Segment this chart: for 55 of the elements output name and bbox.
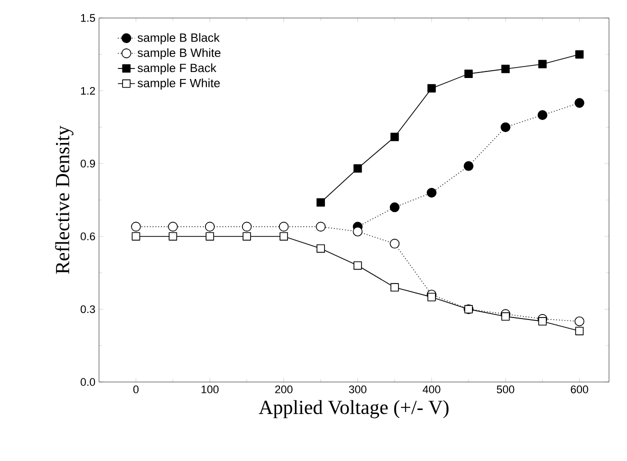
x-tick-label: 200 (275, 386, 292, 394)
point (501, 312, 510, 321)
x-axis-title: Applied Voltage (+/- V) (258, 400, 448, 418)
point (574, 98, 584, 108)
point (538, 317, 547, 326)
y-tick-label: 0.3 (80, 305, 95, 314)
point (538, 60, 547, 68)
point (575, 50, 584, 59)
y-tick-label: 0.9 (80, 160, 95, 168)
x-tick-label: 400 (422, 386, 440, 394)
point (168, 232, 178, 241)
point (390, 238, 400, 249)
point (354, 164, 362, 173)
point (427, 84, 436, 93)
point (464, 70, 473, 78)
point (575, 326, 584, 336)
point (500, 122, 510, 132)
point (280, 232, 288, 241)
point (168, 222, 178, 232)
point (206, 232, 214, 241)
point (278, 222, 289, 232)
point (316, 244, 325, 253)
point (538, 110, 548, 120)
y-tick-label: 1.2 (81, 86, 95, 95)
x-tick-label: 100 (202, 386, 219, 394)
point (501, 64, 510, 74)
y-tick-label: 0.6 (80, 232, 95, 240)
point (352, 226, 363, 236)
x-tick-label: 500 (496, 386, 514, 394)
point (426, 188, 436, 198)
point (132, 232, 140, 241)
x-tick-label: 0 (133, 386, 139, 394)
legend-label: sample F Back (138, 63, 216, 75)
point (390, 283, 399, 292)
point (242, 232, 252, 241)
point (354, 261, 362, 270)
x-tick-label: 600 (570, 386, 588, 394)
point (464, 305, 473, 314)
point (316, 198, 325, 207)
legend-label: sample B White (138, 48, 220, 60)
point (242, 222, 252, 232)
point (204, 222, 215, 232)
x-tick-label: 300 (348, 386, 366, 394)
point (427, 292, 436, 302)
point (574, 316, 584, 326)
legend-label: sample F White (138, 78, 220, 90)
y-tick-label: 0.0 (80, 378, 96, 386)
point (131, 222, 141, 232)
y-axis-title: Reflective Density (55, 126, 74, 274)
point (390, 202, 400, 212)
y-tick-label: 1.5 (81, 14, 96, 22)
point (390, 132, 399, 142)
legend-label: sample B Black (138, 33, 220, 44)
point (464, 161, 474, 171)
point (316, 222, 326, 232)
